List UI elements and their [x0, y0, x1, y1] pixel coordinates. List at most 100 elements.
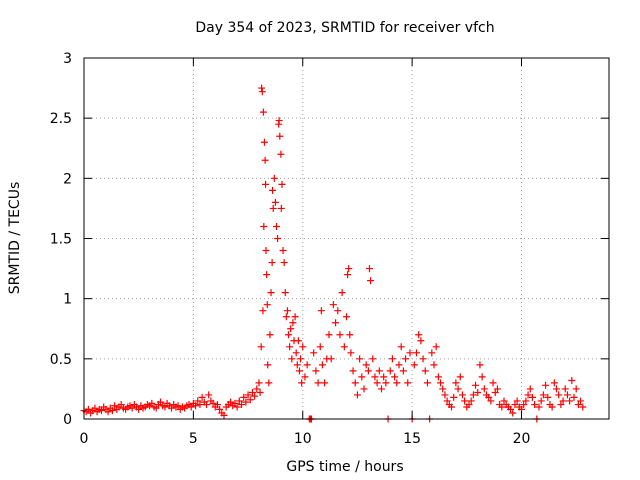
y-tick-label: 1.5 — [50, 232, 72, 248]
data-point — [365, 265, 373, 273]
data-point — [297, 355, 305, 363]
data-point — [356, 355, 364, 363]
data-point — [253, 385, 261, 393]
data-point — [292, 349, 300, 357]
data-point — [294, 337, 302, 345]
data-point — [577, 397, 585, 405]
y-tick-label: 0 — [63, 412, 72, 428]
data-point — [364, 367, 372, 375]
data-point — [288, 355, 296, 363]
data-point — [316, 343, 324, 351]
data-point — [553, 385, 560, 393]
data-point — [111, 402, 119, 410]
data-point — [286, 343, 294, 351]
data-point — [174, 402, 182, 410]
data-point — [382, 379, 390, 387]
data-point — [406, 349, 414, 357]
data-point — [258, 84, 266, 92]
axis-ticks: 0 0.5 1 1.5 2 2.5 3 0 5 10 15 20 — [50, 51, 609, 447]
data-point — [476, 361, 484, 369]
data-point — [262, 180, 270, 188]
data-point — [474, 389, 482, 397]
data-point — [299, 343, 307, 351]
data-point — [432, 343, 440, 351]
data-point — [393, 379, 401, 387]
data-point — [192, 402, 200, 410]
data-point — [544, 393, 552, 401]
data-point — [274, 235, 282, 242]
x-tick-label: 15 — [403, 431, 421, 447]
data-point — [434, 373, 442, 381]
data-point — [561, 385, 569, 393]
data-point — [338, 289, 346, 297]
data-point — [251, 392, 259, 400]
data-point — [570, 393, 578, 401]
data-point — [417, 337, 425, 345]
data-point — [244, 391, 252, 399]
data-point — [493, 385, 501, 393]
data-point — [465, 401, 473, 409]
data-points — [80, 84, 587, 423]
data-point — [563, 391, 571, 399]
data-point — [452, 379, 460, 387]
data-point — [278, 180, 286, 188]
data-point — [280, 259, 288, 267]
plot-frame — [83, 57, 610, 420]
data-point — [327, 355, 335, 363]
data-point — [269, 186, 277, 194]
data-point — [213, 401, 221, 409]
data-point — [255, 379, 263, 387]
data-point — [271, 198, 279, 206]
data-point — [358, 373, 366, 381]
data-point — [391, 373, 399, 381]
data-point — [511, 401, 519, 409]
data-point — [187, 403, 195, 411]
data-point — [273, 222, 280, 230]
y-tick-label: 2.5 — [50, 111, 72, 127]
data-point — [380, 373, 388, 381]
data-point — [258, 88, 266, 96]
data-point — [491, 389, 499, 397]
data-point — [537, 397, 545, 405]
x-tick-label: 0 — [80, 431, 89, 447]
data-point — [522, 397, 530, 405]
data-point — [287, 325, 295, 333]
data-point — [340, 343, 348, 351]
data-point — [345, 265, 353, 273]
data-point — [450, 393, 458, 401]
data-point — [566, 397, 574, 405]
data-point — [312, 367, 320, 375]
data-point — [209, 399, 217, 407]
data-point — [559, 397, 567, 405]
data-point — [277, 150, 285, 158]
data-point — [458, 391, 466, 399]
data-point — [428, 349, 436, 357]
data-point — [480, 385, 488, 393]
data-point — [259, 108, 267, 116]
data-point — [397, 343, 405, 351]
data-point — [489, 379, 497, 387]
data-point — [430, 361, 438, 369]
data-point — [461, 397, 469, 405]
data-point — [353, 391, 361, 399]
data-point — [443, 397, 451, 405]
data-point — [325, 331, 333, 339]
data-point — [295, 367, 303, 375]
data-point — [448, 403, 455, 411]
x-tick-label: 5 — [189, 431, 198, 447]
x-axis-label: GPS time / hours — [286, 459, 403, 475]
data-point — [148, 399, 156, 407]
data-point — [454, 385, 462, 393]
data-point — [267, 289, 275, 297]
data-point — [261, 156, 269, 164]
data-point — [285, 331, 293, 339]
data-point — [264, 361, 272, 369]
data-point — [469, 391, 477, 399]
data-point — [531, 401, 539, 409]
data-point — [520, 401, 528, 409]
data-point — [270, 174, 278, 182]
data-point — [98, 407, 105, 415]
data-point — [371, 373, 379, 381]
data-point — [555, 391, 563, 399]
data-point — [375, 367, 383, 375]
